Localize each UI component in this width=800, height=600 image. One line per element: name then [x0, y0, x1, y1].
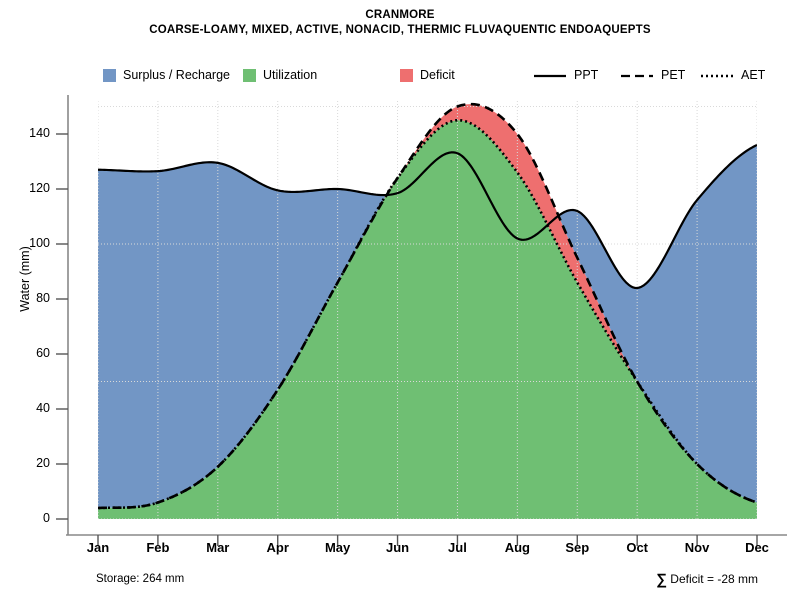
sigma-icon: ∑ [656, 571, 667, 588]
series-line-ppt [98, 144, 757, 290]
y-tick-label-20: 20 [36, 456, 50, 470]
legend-item-pet: PET [620, 68, 685, 82]
x-tick-label-jun: Jun [385, 540, 410, 555]
legend-line-solid-icon [533, 69, 567, 82]
y-tick-label-100: 100 [29, 236, 50, 250]
legend-item-ppt: PPT [533, 68, 598, 82]
x-tick-label-apr: Apr [266, 540, 289, 555]
legend-swatch-icon [400, 68, 413, 82]
x-tick-label-feb: Feb [146, 540, 170, 555]
area-utilization [98, 120, 757, 519]
legend-label: PET [661, 68, 686, 82]
legend-item-aet: AET [700, 68, 765, 82]
legend-label: Deficit [420, 68, 455, 82]
legend-item-utilization: Utilization [243, 68, 317, 82]
x-tick-label-mar: Mar [206, 540, 230, 555]
legend-swatch-icon [243, 68, 256, 82]
area-surplus-recharge-1 [560, 145, 757, 503]
x-tick-label-oct: Oct [626, 540, 648, 555]
legend-line-dotted-icon [700, 69, 734, 82]
y-tick-label-80: 80 [36, 291, 50, 305]
sum-deficit-annotation: ∑ Deficit = -28 mm [656, 571, 758, 588]
legend-swatch-icon [103, 68, 116, 82]
legend-label: Utilization [263, 68, 318, 82]
y-tick-label-140: 140 [29, 126, 50, 140]
x-tick-label-nov: Nov [684, 540, 710, 555]
x-tick-label-jul: Jul [448, 540, 467, 555]
chart-title-line-1: CRANMORE [365, 9, 435, 21]
x-tick-label-sep: Sep [565, 540, 590, 555]
x-tick-label-may: May [324, 540, 351, 555]
y-tick-label-120: 120 [29, 181, 50, 195]
series-line-aet [98, 118, 757, 510]
legend-label: PPT [574, 68, 599, 82]
y-tick-label-0: 0 [43, 511, 50, 525]
sum-deficit-text: Deficit = -28 mm [666, 572, 758, 586]
chart-legend: Surplus / Recharge Utilization Deficit PPT P… [0, 68, 800, 88]
x-tick-label-dec: Dec [745, 540, 769, 555]
storage-annotation: Storage: 264 mm [96, 573, 185, 585]
legend-item-surplus-recharge: Surplus / Recharge [103, 68, 230, 82]
legend-line-dashed-icon [620, 69, 654, 82]
chart-title: CRANMORE COARSE-LOAMY, MIXED, ACTIVE, NO… [0, 8, 800, 38]
legend-label: Surplus / Recharge [123, 68, 231, 82]
x-tick-label-jan: Jan [86, 540, 110, 555]
chart-title-line-2: COARSE-LOAMY, MIXED, ACTIVE, NONACID, TH… [149, 24, 651, 36]
legend-label: AET [741, 68, 766, 82]
y-tick-label-60: 60 [36, 346, 50, 360]
area-surplus-recharge-0 [98, 162, 385, 508]
series-line-pet [98, 102, 757, 510]
y-tick-label-40: 40 [36, 401, 50, 415]
legend-item-deficit: Deficit [400, 68, 455, 82]
x-tick-label-aug: Aug [504, 540, 530, 555]
